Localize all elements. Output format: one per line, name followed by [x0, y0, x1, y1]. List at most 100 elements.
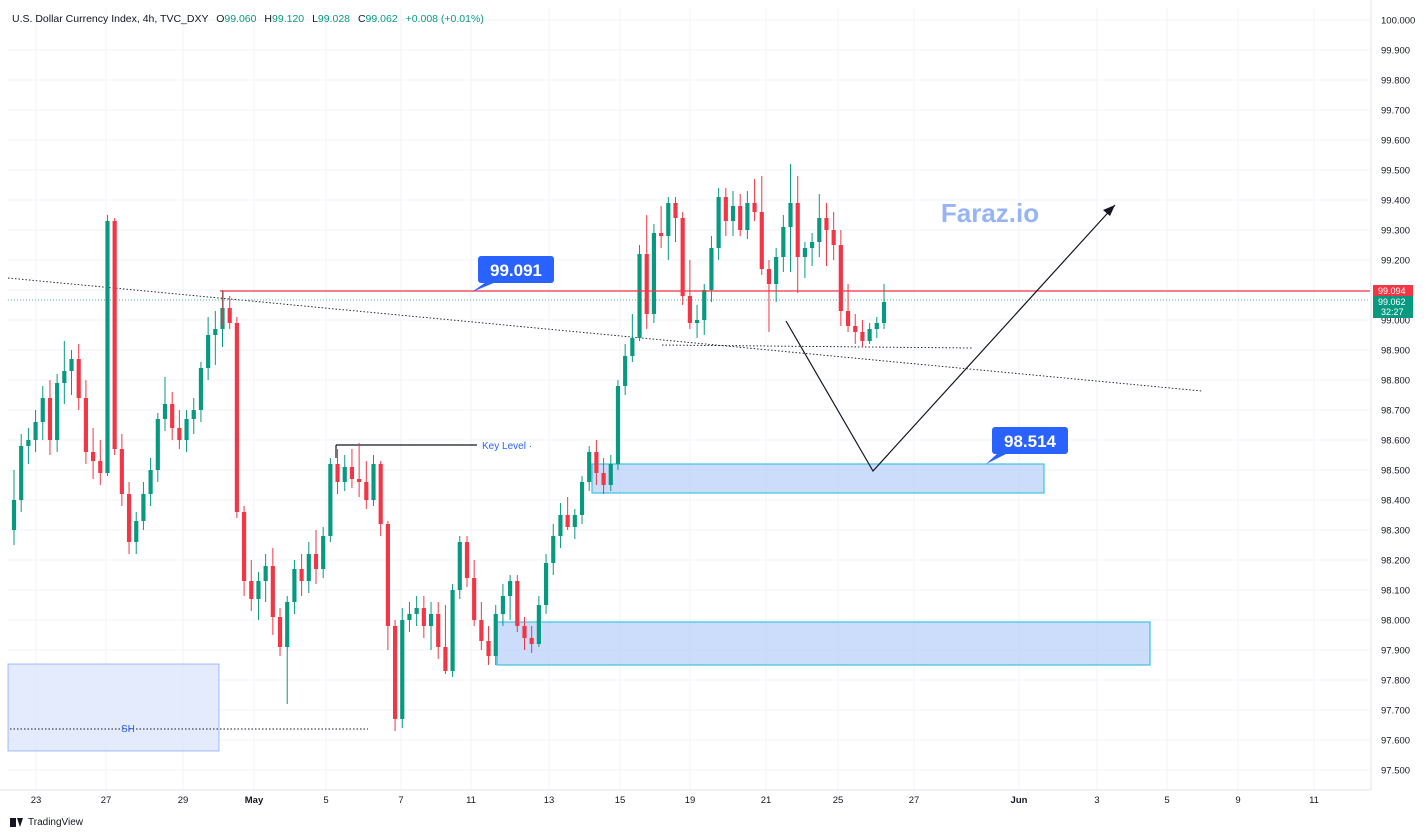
candle-body: [817, 218, 822, 242]
y-tick-label: 98.000: [1381, 616, 1410, 627]
candle: [400, 608, 405, 728]
resistance-callout: 99.091: [472, 256, 554, 292]
candle-body: [709, 248, 714, 290]
candle: [817, 194, 822, 257]
y-tick-label: 99.500: [1381, 166, 1410, 177]
candle-body: [745, 203, 750, 230]
candle-body: [687, 296, 692, 323]
candle: [155, 413, 160, 482]
candle-body: [11, 500, 17, 530]
candle-body: [845, 311, 851, 326]
time-scale[interactable]: [0, 790, 1428, 812]
candle-body: [529, 638, 534, 644]
candle-body: [824, 218, 829, 230]
candle: [443, 605, 448, 674]
tradingview-branding[interactable]: TradingView: [10, 817, 83, 828]
candle: [659, 206, 664, 248]
candle: [464, 536, 470, 587]
candle: [637, 245, 642, 341]
candle-body: [565, 515, 570, 527]
candle-body: [206, 335, 211, 368]
projection-path: [785, 204, 1116, 473]
x-tick-label: 23: [31, 795, 42, 806]
svg-text:32:27: 32:27: [1381, 307, 1404, 317]
candle-body: [241, 512, 247, 581]
candle-body: [306, 554, 311, 581]
candle: [249, 560, 254, 611]
candle: [69, 350, 74, 395]
candle: [112, 218, 117, 455]
candle: [313, 530, 319, 584]
candle-body: [213, 329, 218, 335]
candle: [752, 179, 757, 221]
candle-body: [76, 359, 81, 398]
candle-body: [579, 482, 585, 515]
x-tick-label: 21: [761, 795, 772, 806]
x-tick-label: May: [245, 795, 264, 806]
candle: [493, 605, 498, 665]
candle: [227, 296, 232, 329]
candle: [745, 191, 750, 239]
candle-body: [371, 464, 376, 500]
candle-body: [62, 371, 67, 383]
sh-zone: [7, 663, 220, 752]
candle-body: [881, 302, 887, 323]
candle-body: [543, 563, 549, 605]
candle: [47, 380, 53, 455]
candle-body: [170, 404, 175, 428]
candle-body: [47, 398, 53, 440]
close-label: C: [357, 13, 366, 25]
close-value: 99.062: [365, 13, 398, 25]
candle: [206, 317, 211, 380]
candle-body: [227, 308, 232, 323]
candle-body: [83, 398, 88, 452]
candle: [515, 575, 520, 632]
candle-body: [623, 356, 628, 386]
candle: [436, 602, 441, 659]
candle: [730, 191, 736, 236]
candle: [55, 374, 60, 452]
y-tick-label: 100.000: [1381, 16, 1415, 27]
candle: [378, 461, 383, 536]
candle: [508, 575, 513, 620]
y-tick-label: 98.400: [1381, 496, 1410, 507]
x-axis-ticks: 23 27 29 May 5 7 11 13 15 19 21 25 27 Jun 3 5 9 11: [31, 795, 1319, 806]
candle: [91, 428, 96, 479]
candle-body: [407, 614, 412, 620]
candle-body: [33, 422, 38, 440]
candle: [608, 455, 613, 491]
candle: [853, 314, 858, 344]
candle-body: [802, 248, 807, 257]
svg-text:99.091: 99.091: [490, 261, 542, 280]
candle-body: [795, 203, 800, 257]
y-tick-label: 97.900: [1381, 646, 1410, 657]
candle-body: [292, 569, 297, 602]
candle: [680, 212, 685, 305]
support-callout: 98.514: [986, 427, 1068, 464]
y-tick-label: 99.700: [1381, 106, 1410, 117]
candle: [270, 548, 275, 635]
y-tick-label: 97.600: [1381, 736, 1410, 747]
candle-body: [472, 578, 477, 620]
candle: [371, 455, 376, 506]
candle-body: [766, 269, 772, 284]
candle-body: [608, 464, 613, 485]
candle: [385, 521, 390, 650]
low-value: 99.028: [317, 13, 351, 25]
candle-body: [493, 614, 498, 656]
price-scale[interactable]: [1371, 0, 1428, 790]
candle-body: [702, 290, 707, 320]
candle-body: [342, 467, 347, 482]
candle: [845, 284, 851, 332]
candle: [615, 380, 621, 470]
candle-body: [587, 452, 592, 482]
candle-body: [615, 386, 621, 464]
candle: [874, 317, 879, 338]
candle-body: [428, 614, 434, 626]
candle-body: [759, 212, 764, 269]
candle-body: [464, 542, 470, 578]
support-zone-upper: [591, 463, 1045, 494]
candle-body: [788, 203, 793, 227]
symbol-title[interactable]: U.S. Dollar Currency Index, 4h, TVC_DXY: [12, 13, 209, 25]
